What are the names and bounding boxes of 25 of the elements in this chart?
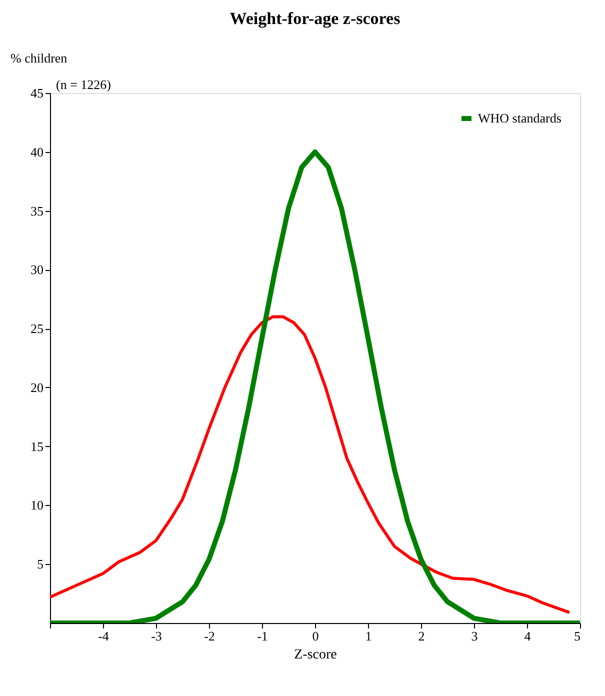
x-tick-label: -3: [151, 628, 162, 644]
y-tick-label: 25: [30, 321, 44, 336]
y-tick-label: 10: [30, 498, 44, 513]
x-tick-label: 2: [418, 628, 425, 644]
x-axis-title: Z-score: [294, 648, 337, 662]
x-tick-label: -1: [257, 628, 268, 644]
text: (n = 1226): [56, 77, 111, 92]
y-tick-label: 5: [37, 556, 44, 572]
y-tick-label: 35: [30, 203, 44, 218]
x-tick-label: 1: [365, 628, 372, 644]
line-series: [50, 315, 571, 614]
y-tick-label: 20: [30, 380, 44, 395]
legend-label: WHO standards: [478, 110, 562, 126]
y-tick-label: 40: [30, 144, 44, 160]
x-tick-label: 0: [312, 628, 319, 644]
x-tick-label: 4: [524, 628, 532, 644]
y-tick-label: 15: [30, 438, 44, 454]
y-axis-title: % children: [10, 50, 68, 66]
x-tick-label: 5: [574, 628, 580, 644]
y-tick-label: 45: [30, 86, 44, 100]
y-tick-label: 30: [30, 262, 44, 278]
x-tick-label: -4: [98, 628, 110, 644]
x-tick-label: 3: [471, 628, 478, 644]
x-tick-label: -2: [204, 628, 215, 644]
chart-title: Weight-for-age z-scores: [230, 9, 401, 28]
